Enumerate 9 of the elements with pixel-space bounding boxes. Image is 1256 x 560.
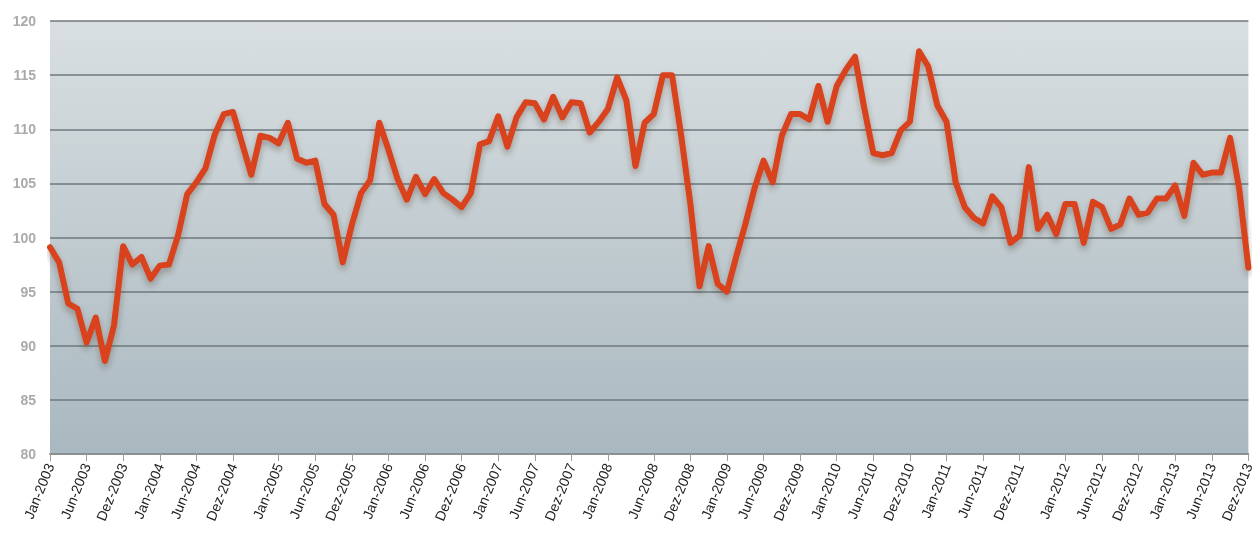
y-tick-label: 110: [13, 121, 37, 138]
y-tick-label: 90: [20, 337, 37, 354]
y-tick-label: 120: [12, 13, 37, 29]
y-tick-label: 100: [12, 229, 37, 246]
y-tick-label: 95: [20, 283, 37, 300]
y-tick-label: 85: [20, 391, 37, 408]
y-tick-label: 105: [12, 175, 37, 192]
y-tick-label: 80: [20, 446, 37, 462]
y-tick-label: 115: [13, 67, 37, 84]
